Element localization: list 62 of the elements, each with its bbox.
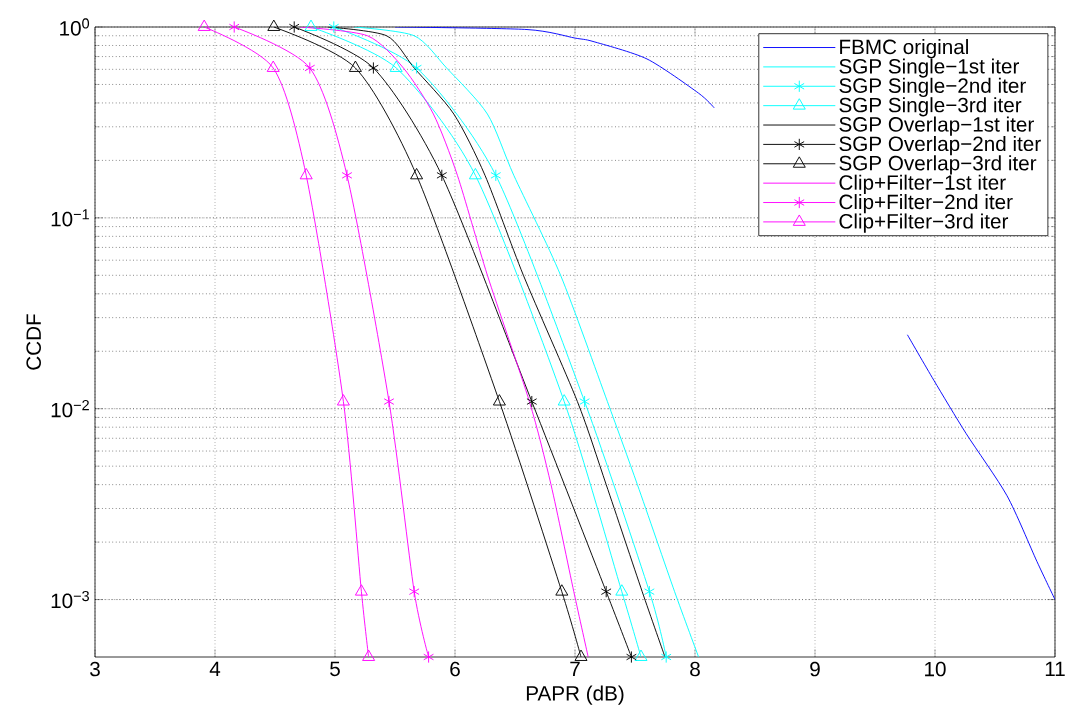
legend-label: SGP Overlap−3rd iter <box>839 155 1037 175</box>
x-tick-label: 6 <box>450 661 460 677</box>
point <box>336 394 350 406</box>
point <box>492 394 506 406</box>
point <box>574 649 588 661</box>
x-tick-label: 8 <box>690 661 700 677</box>
legend-label: SGP Single−1st iter <box>839 58 1020 78</box>
point <box>288 20 300 34</box>
legend-label: SGP Overlap−2nd iter <box>839 135 1041 156</box>
point <box>197 19 211 31</box>
point <box>660 650 672 664</box>
x-axis-title: PAPR (dB) <box>526 685 624 705</box>
point <box>410 167 424 180</box>
legend-label: SGP Single−2nd iter <box>839 77 1026 98</box>
point <box>408 585 420 598</box>
point <box>266 60 280 72</box>
legend-label: Clip+Filter−2nd iter <box>839 194 1013 214</box>
point <box>634 649 648 661</box>
legend-label: SGP Overlap−1st iter <box>839 116 1034 136</box>
legend-label: Clip+Filter−3rd iter <box>839 213 1009 233</box>
point <box>615 584 629 596</box>
x-tick-label: 5 <box>330 661 340 677</box>
point <box>436 169 448 182</box>
y-tick-label: 10$^{−2}$ <box>51 400 89 418</box>
point <box>600 585 612 598</box>
point <box>304 19 318 31</box>
x-tick-label: 4 <box>209 661 221 676</box>
point <box>383 395 395 408</box>
y-axis-title: CCDF <box>26 314 41 370</box>
x-tick-label: 3 <box>90 661 100 677</box>
legend-label: Clip+Filter−1st iter <box>839 174 1006 194</box>
point <box>362 649 376 661</box>
point <box>411 61 422 75</box>
y-tick-label: 10$^{−1}$ <box>51 209 89 227</box>
point <box>267 19 281 31</box>
legend-label: SGP Single−3rd iter <box>839 97 1022 117</box>
x-tick-label: 9 <box>810 661 820 677</box>
legend-label: FBMC original <box>840 39 968 59</box>
x-tick-label: 11 <box>1045 661 1065 676</box>
point <box>555 584 569 596</box>
point <box>368 61 379 75</box>
point <box>526 395 538 408</box>
point <box>348 60 362 72</box>
y-tick-label: 10$^{−3}$ <box>51 590 89 609</box>
point <box>341 169 353 182</box>
y-tick-label: 10$^{0}$ <box>60 18 90 36</box>
point <box>557 394 571 406</box>
point <box>468 167 482 180</box>
point <box>579 395 590 408</box>
point <box>228 20 240 34</box>
point <box>354 584 368 596</box>
point <box>490 169 502 182</box>
point <box>389 60 403 72</box>
x-tick-label: 7 <box>570 661 580 676</box>
point <box>423 650 434 664</box>
point <box>328 20 340 34</box>
point <box>644 585 655 598</box>
point <box>304 61 316 75</box>
line-series <box>353 27 700 658</box>
x-tick-label: 10 <box>925 661 946 677</box>
point <box>299 167 313 180</box>
point <box>626 650 637 664</box>
